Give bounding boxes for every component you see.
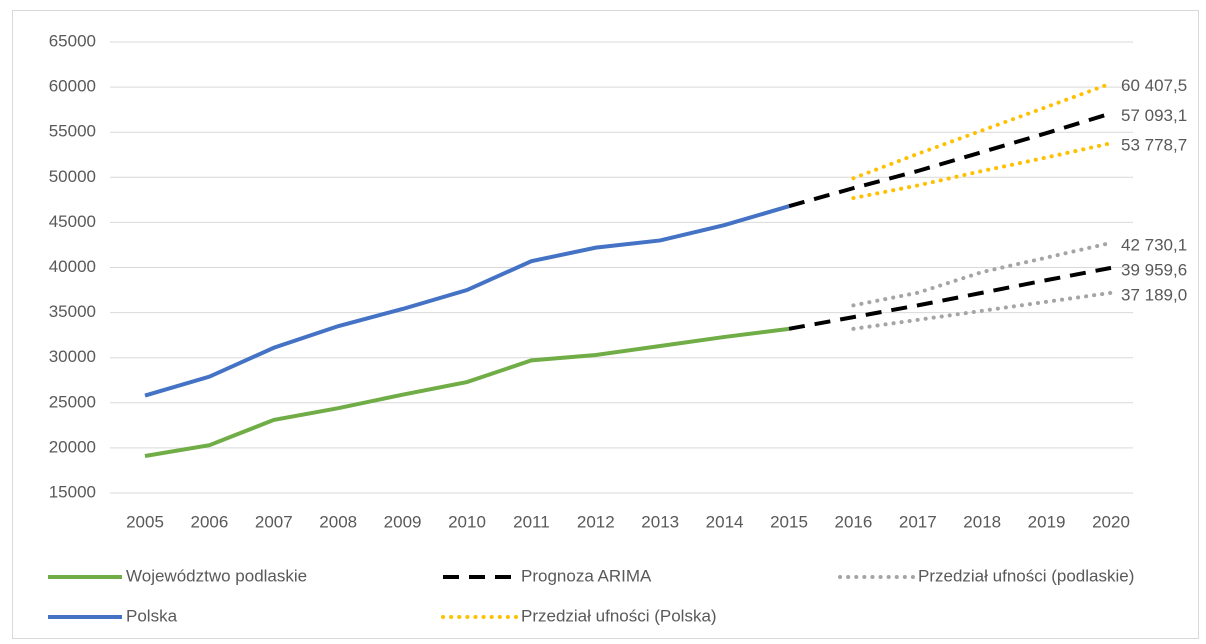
data-label: 42 730,1: [1121, 235, 1187, 254]
y-tick-label: 15000: [49, 482, 96, 501]
data-label: 60 407,5: [1121, 76, 1187, 95]
series-line: [144, 326, 790, 458]
y-tick-label: 60000: [49, 77, 96, 96]
data-label: 39 959,6: [1121, 260, 1187, 279]
y-tick-label: 50000: [49, 167, 96, 186]
data-label: 37 189,0: [1121, 285, 1187, 304]
series-line: [851, 141, 1113, 201]
series-line: [788, 111, 1112, 209]
x-tick-label: 2020: [1092, 512, 1130, 531]
x-tick-label: 2019: [1028, 512, 1066, 531]
y-tick-label: 25000: [49, 392, 96, 411]
x-tick-label: 2010: [448, 512, 486, 531]
y-tick-label: 35000: [49, 302, 96, 321]
x-tick-label: 2005: [126, 512, 164, 531]
y-tick-label: 45000: [49, 212, 96, 231]
chart-frame: [12, 10, 1199, 639]
x-tick-label: 2014: [706, 512, 744, 531]
x-tick-label: 2008: [319, 512, 357, 531]
legend-label: Województwo podlaskie: [126, 566, 307, 585]
legend-label: Prognoza ARIMA: [521, 566, 652, 585]
legend-label: Polska: [126, 606, 178, 625]
y-tick-label: 65000: [49, 31, 96, 50]
x-tick-label: 2011: [513, 512, 550, 531]
y-tick-label: 55000: [49, 122, 96, 141]
x-tick-label: 2015: [770, 512, 808, 531]
series-line: [144, 204, 790, 398]
x-tick-label: 2016: [834, 512, 872, 531]
series-line: [788, 265, 1112, 331]
x-tick-label: 2009: [384, 512, 422, 531]
y-tick-label: 30000: [49, 347, 96, 366]
data-label: 53 778,7: [1121, 136, 1187, 155]
series-line: [851, 81, 1113, 181]
y-tick-label: 20000: [49, 437, 96, 456]
legend-label: Przedział ufności (podlaskie): [918, 566, 1134, 585]
data-label: 57 093,1: [1121, 106, 1187, 125]
x-tick-label: 2012: [577, 512, 615, 531]
x-tick-label: 2013: [641, 512, 679, 531]
series-line: [851, 290, 1113, 331]
x-tick-label: 2017: [899, 512, 937, 531]
x-tick-label: 2018: [963, 512, 1001, 531]
x-tick-label: 2006: [190, 512, 228, 531]
legend-label: Przedział ufności (Polska): [521, 606, 717, 625]
x-tick-label: 2007: [255, 512, 293, 531]
y-tick-label: 40000: [49, 257, 96, 276]
